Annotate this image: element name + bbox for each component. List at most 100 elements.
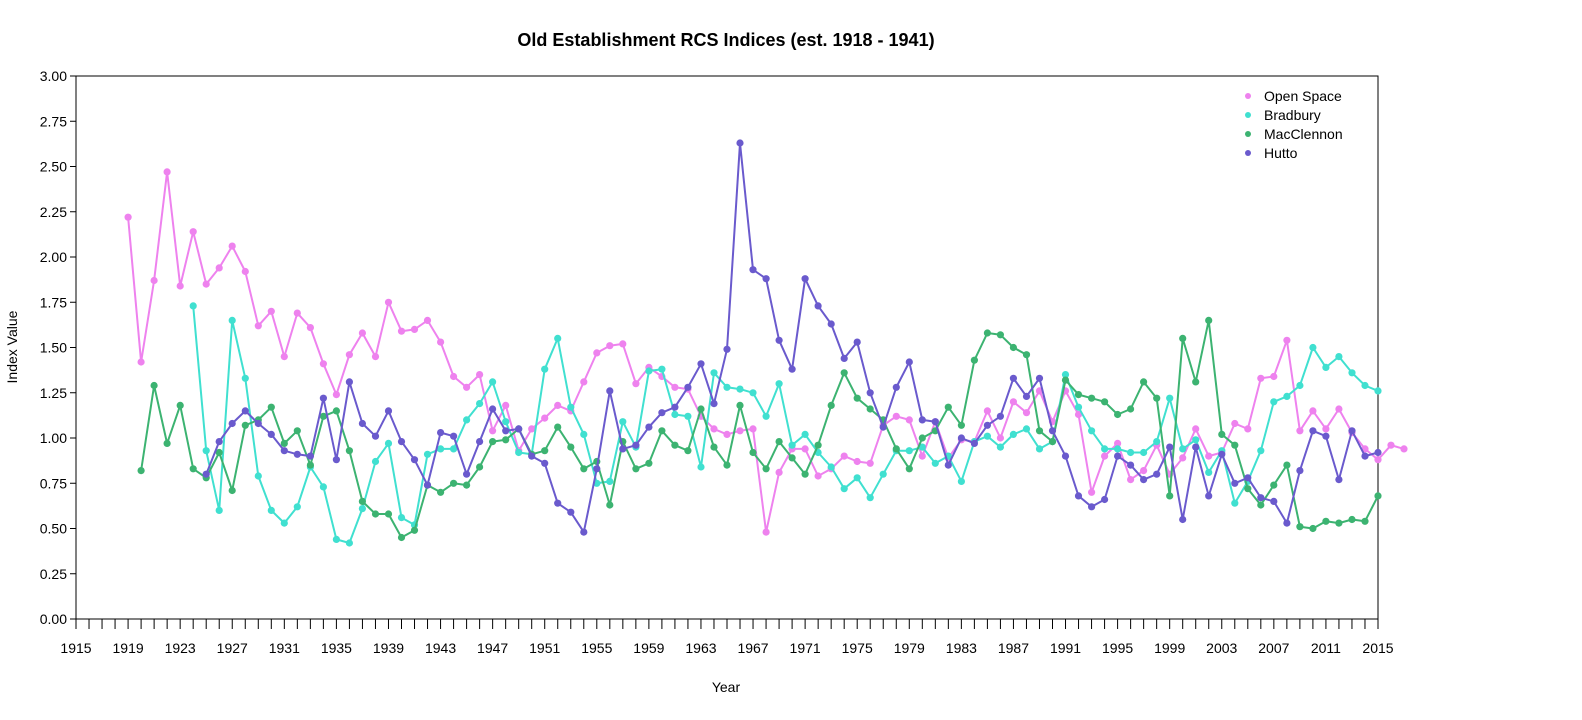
data-point bbox=[632, 465, 640, 473]
data-point bbox=[358, 497, 366, 505]
data-point bbox=[1335, 353, 1343, 361]
x-tick-label: 1971 bbox=[790, 640, 821, 656]
data-point bbox=[762, 465, 770, 473]
data-point bbox=[489, 427, 497, 435]
data-point bbox=[957, 434, 966, 442]
series-open-space bbox=[124, 168, 1408, 536]
data-point bbox=[410, 325, 419, 333]
data-point bbox=[801, 470, 809, 478]
data-point bbox=[1192, 378, 1200, 386]
data-point bbox=[723, 383, 731, 391]
y-tick-label: 1.00 bbox=[40, 430, 67, 446]
data-point bbox=[710, 425, 718, 433]
data-point bbox=[306, 324, 314, 332]
data-point bbox=[345, 351, 353, 359]
legend-label: Open Space bbox=[1264, 88, 1342, 104]
data-point bbox=[827, 401, 835, 409]
data-point bbox=[996, 434, 1005, 442]
data-point bbox=[1153, 394, 1161, 402]
x-tick-label: 1951 bbox=[529, 640, 560, 656]
data-point bbox=[606, 477, 614, 485]
data-point bbox=[1114, 452, 1122, 460]
y-tick-label: 1.50 bbox=[40, 340, 67, 356]
data-point bbox=[1244, 474, 1252, 482]
data-point bbox=[1048, 427, 1057, 435]
x-tick-label: 1991 bbox=[1050, 640, 1081, 656]
data-point bbox=[827, 320, 835, 328]
data-point bbox=[450, 479, 458, 487]
data-point bbox=[684, 383, 692, 391]
data-point bbox=[1309, 524, 1317, 533]
data-point bbox=[502, 401, 510, 409]
data-point bbox=[502, 436, 510, 444]
data-point bbox=[384, 407, 393, 415]
data-point bbox=[397, 533, 406, 542]
data-point bbox=[1140, 467, 1148, 475]
data-point bbox=[840, 369, 848, 377]
data-point bbox=[801, 445, 809, 453]
data-point bbox=[202, 447, 210, 455]
data-point bbox=[345, 539, 353, 547]
x-tick-label: 2007 bbox=[1258, 640, 1289, 656]
data-point bbox=[840, 485, 848, 493]
data-point bbox=[736, 427, 744, 435]
data-point bbox=[1114, 439, 1122, 447]
x-tick-label: 1995 bbox=[1102, 640, 1133, 656]
data-point bbox=[1127, 448, 1135, 457]
data-point bbox=[1296, 467, 1304, 475]
data-point bbox=[1205, 468, 1213, 476]
data-point bbox=[397, 327, 406, 335]
x-tick-label: 1943 bbox=[425, 640, 456, 656]
data-point bbox=[1179, 334, 1187, 342]
legend-label: MacClennon bbox=[1264, 126, 1343, 142]
data-point bbox=[1088, 488, 1096, 496]
data-point bbox=[1022, 392, 1031, 400]
data-point bbox=[684, 447, 692, 455]
data-point bbox=[1088, 503, 1096, 511]
data-point bbox=[332, 407, 340, 415]
data-point bbox=[1270, 481, 1278, 489]
data-point bbox=[1231, 479, 1239, 487]
data-point bbox=[1127, 476, 1135, 484]
data-point bbox=[918, 443, 926, 451]
x-tick-label: 1919 bbox=[113, 640, 144, 656]
data-point bbox=[371, 432, 380, 440]
data-point bbox=[541, 365, 549, 373]
data-point bbox=[1231, 419, 1239, 428]
data-point bbox=[202, 470, 210, 478]
data-point bbox=[723, 430, 731, 438]
data-point bbox=[645, 423, 653, 431]
data-point bbox=[658, 427, 666, 435]
data-point bbox=[593, 349, 601, 357]
data-point bbox=[619, 340, 627, 348]
data-point bbox=[1166, 443, 1174, 451]
data-point bbox=[671, 441, 679, 449]
data-point bbox=[215, 506, 223, 514]
data-point bbox=[1088, 394, 1096, 402]
data-point bbox=[1257, 447, 1265, 455]
data-point bbox=[293, 427, 301, 435]
data-point bbox=[1048, 438, 1057, 446]
y-tick-label: 0.00 bbox=[40, 611, 67, 627]
data-point bbox=[1061, 376, 1070, 384]
data-point bbox=[397, 438, 406, 446]
data-point bbox=[918, 452, 926, 460]
data-point bbox=[1074, 492, 1083, 500]
data-point bbox=[1153, 438, 1161, 446]
data-point bbox=[1022, 409, 1031, 417]
x-tick-label: 1923 bbox=[165, 640, 196, 656]
data-point bbox=[489, 378, 497, 386]
data-point bbox=[1101, 445, 1109, 453]
x-tick-label: 1931 bbox=[269, 640, 300, 656]
data-point bbox=[918, 416, 926, 424]
data-point bbox=[241, 374, 249, 382]
data-point bbox=[463, 481, 471, 489]
data-point bbox=[1114, 445, 1122, 453]
y-tick-label: 2.50 bbox=[40, 159, 67, 175]
data-point bbox=[619, 445, 627, 453]
data-point bbox=[202, 280, 210, 288]
data-point bbox=[801, 430, 809, 438]
data-point bbox=[1374, 492, 1382, 500]
data-point bbox=[905, 465, 913, 473]
data-point bbox=[1022, 425, 1031, 433]
